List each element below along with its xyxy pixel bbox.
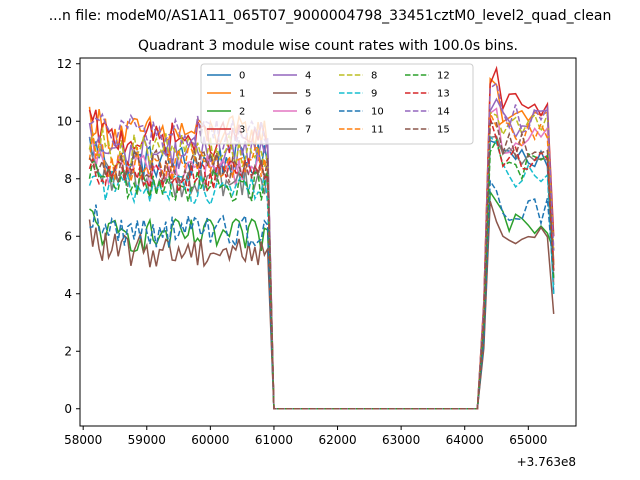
legend-label-12: 12 (437, 71, 450, 82)
x-offset-text: +3.763e8 (517, 455, 576, 469)
legend-label-2: 2 (239, 107, 245, 118)
y-tick-label: 10 (57, 114, 72, 128)
legend-box (200, 63, 474, 145)
x-tick-label: 59000 (128, 433, 166, 447)
y-tick-label: 4 (64, 287, 72, 301)
legend-label-14: 14 (437, 107, 450, 118)
x-tick-label: 64000 (446, 433, 484, 447)
x-tick-label: 62000 (318, 433, 356, 447)
x-axis: 58000 59000 60000 61000 62000 63000 64000 65000 (64, 426, 547, 447)
y-tick-label: 6 (64, 229, 72, 243)
legend-label-6: 6 (305, 107, 311, 118)
series-line-15 (88, 121, 555, 410)
figure-suptitle: ...n file: modeM0/AS1A11_065T07_90000047… (49, 8, 612, 24)
series-line-6 (89, 107, 555, 410)
y-axis: 0 2 4 6 8 10 12 (57, 57, 80, 416)
legend-label-3: 3 (239, 125, 245, 136)
x-tick-label: 65000 (509, 433, 547, 447)
y-tick-label: 12 (57, 57, 72, 71)
legend-label-1: 1 (239, 89, 245, 100)
legend-label-10: 10 (371, 107, 384, 118)
series-line-8 (88, 111, 555, 410)
legend-label-8: 8 (371, 71, 377, 82)
legend-label-15: 15 (437, 125, 450, 136)
plot-lines (88, 65, 555, 410)
legend-label-5: 5 (305, 89, 311, 100)
legend-label-0: 0 (239, 71, 245, 82)
legend-label-4: 4 (305, 71, 311, 82)
legend-label-11: 11 (371, 125, 384, 136)
legend-label-9: 9 (371, 89, 377, 100)
x-tick-label: 58000 (64, 433, 102, 447)
y-tick-label: 8 (64, 172, 72, 186)
series-line-10 (89, 178, 555, 410)
legend-label-7: 7 (305, 125, 311, 136)
legend-label-13: 13 (437, 89, 450, 100)
plot-frame (79, 57, 577, 427)
series-line-13 (88, 118, 555, 410)
x-tick-label: 63000 (382, 433, 420, 447)
y-tick-label: 0 (64, 402, 72, 416)
x-tick-label: 61000 (255, 433, 293, 447)
y-tick-label: 2 (64, 344, 72, 358)
x-tick-label: 60000 (191, 433, 229, 447)
chart-title: Quadrant 3 module wise count rates with … (138, 38, 518, 54)
series-line-11 (88, 112, 555, 410)
